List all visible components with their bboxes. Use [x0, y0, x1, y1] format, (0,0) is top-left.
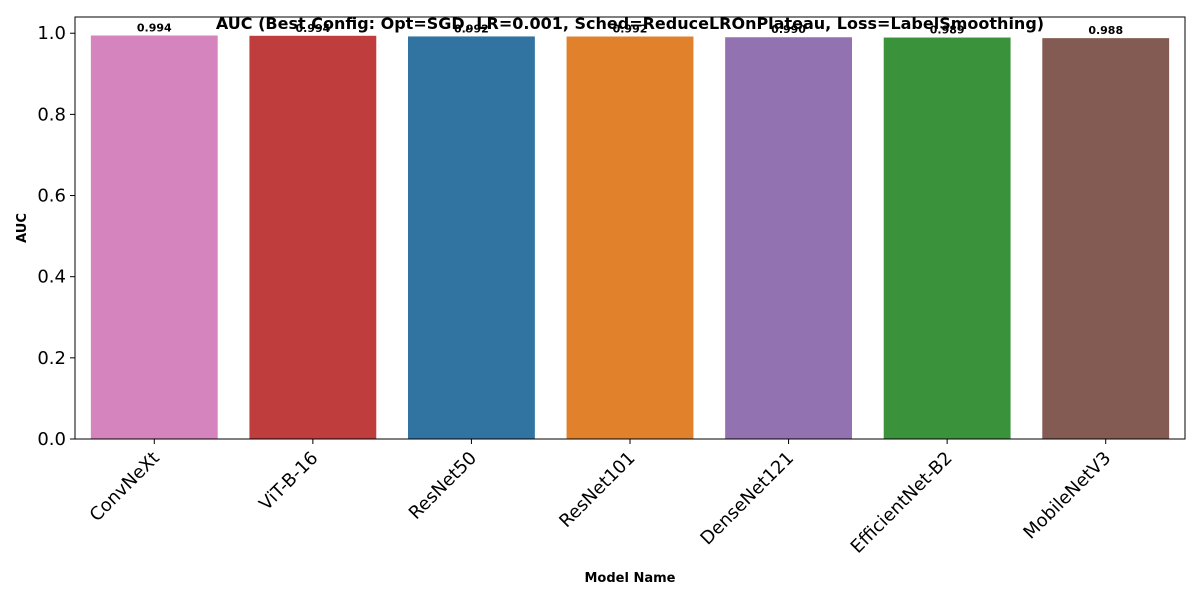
- data-label-convnext: 0.994: [137, 22, 172, 35]
- y-axis-label: AUC: [15, 213, 30, 243]
- x-axis-label: Model Name: [585, 571, 676, 586]
- bar-efficientnet-b2: [883, 37, 1011, 439]
- plot-frame: [74, 16, 1186, 440]
- y-tick-label-0: 0.0: [37, 429, 66, 450]
- x-tick-label-mobilenetv3: MobileNetV3: [1019, 448, 1115, 544]
- bar-convnext: [90, 35, 218, 439]
- bar-resnet50: [408, 36, 535, 440]
- x-tick-label-resnet50: ResNet50: [405, 448, 481, 524]
- x-tick-label-convnext: ConvNeXt: [86, 448, 164, 526]
- y-tick-label-4: 0.8: [37, 104, 66, 125]
- x-tick-label-resnet101: ResNet101: [555, 448, 639, 532]
- data-label-densenet121: 0.990: [771, 23, 806, 36]
- data-label-efficientnet-b2: 0.989: [930, 24, 965, 37]
- chart-title: AUC (Best Config: Opt=SGD, LR=0.001, Sch…: [216, 14, 1044, 33]
- data-label-resnet50: 0.992: [454, 22, 489, 35]
- bars-layer: [90, 35, 1170, 440]
- data-label-mobilenetv3: 0.988: [1088, 24, 1123, 37]
- bar-vit-b-16: [249, 35, 377, 440]
- data-labels-layer: 0.994 0.994 0.992 0.992 0.990 0.989 0.988: [137, 22, 1123, 38]
- y-tick-label-3: 0.6: [37, 186, 66, 207]
- bar-resnet101: [566, 36, 694, 440]
- x-tick-label-densenet121: DenseNet121: [696, 448, 798, 550]
- x-tick-label-vit-b-16: ViT-B-16: [255, 448, 322, 515]
- x-axis: ConvNeXt ViT-B-16 ResNet50 ResNet101 DenseNe…: [86, 439, 1115, 558]
- data-label-vit-b-16: 0.994: [295, 22, 330, 35]
- y-tick-label-1: 0.2: [37, 348, 66, 369]
- data-label-resnet101: 0.992: [613, 23, 648, 36]
- x-tick-label-efficientnet-b2: EfficientNet-B2: [847, 448, 957, 558]
- y-tick-label-5: 1.0: [37, 23, 66, 44]
- y-tick-label-2: 0.4: [37, 267, 66, 288]
- y-axis: 0.0 0.2 0.4 0.6 0.8 1.0: [37, 23, 75, 450]
- bar-densenet121: [725, 37, 852, 439]
- bar-mobilenetv3: [1042, 38, 1170, 440]
